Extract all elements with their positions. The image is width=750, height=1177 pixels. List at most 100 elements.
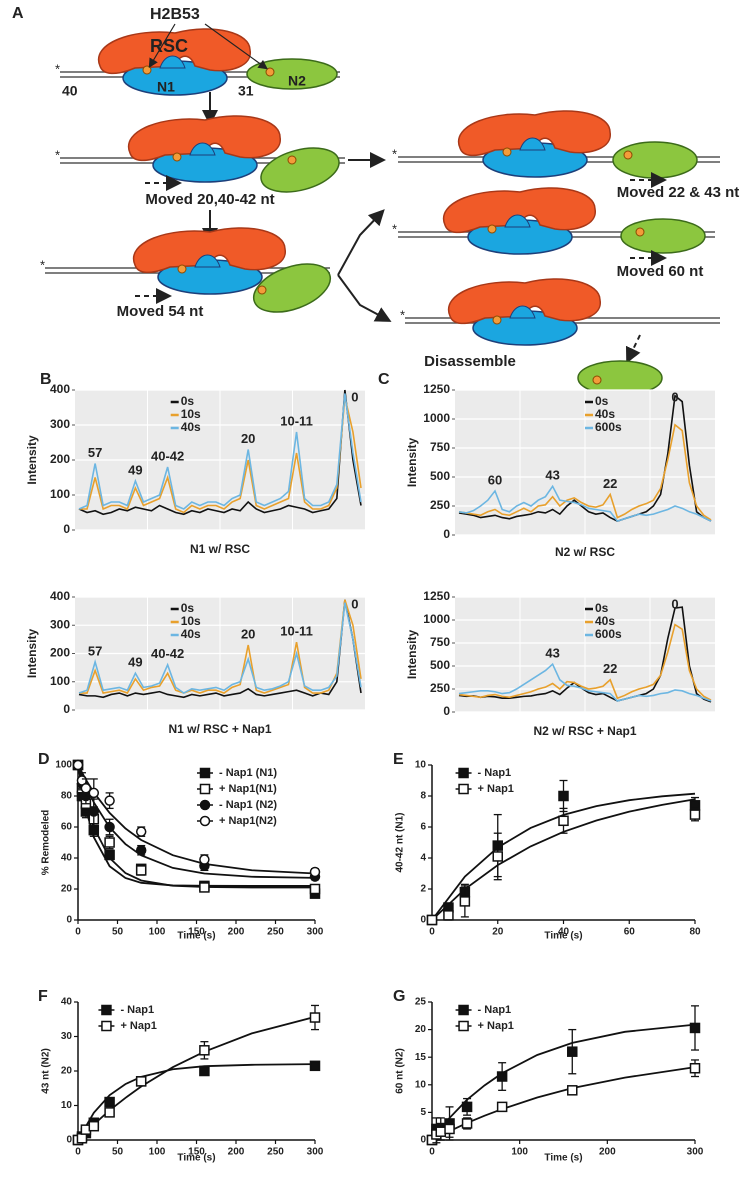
data-point	[459, 896, 471, 907]
x-tick-label: 150	[188, 1147, 205, 1158]
legend-marker	[199, 815, 211, 827]
peak-label: 10-11	[280, 413, 313, 428]
peak-label: 57	[88, 643, 102, 658]
data-point	[558, 790, 569, 802]
legend-marker	[458, 783, 469, 795]
y-tick-label: 2	[420, 884, 426, 895]
y-tick-label: 1000	[423, 612, 450, 626]
x-axis-title: N2 w/ RSC + Nap1	[533, 724, 636, 738]
y-tick-label: 300	[50, 417, 70, 431]
y-tick-label: 80	[61, 791, 73, 802]
dna-end: *	[55, 61, 60, 76]
peak-label: 40-42	[151, 448, 184, 463]
peak-label: 49	[128, 655, 142, 670]
x-tick-label: 0	[429, 927, 435, 938]
x-tick-label: 200	[228, 927, 245, 938]
peak-label: 40-42	[151, 646, 184, 661]
panel-label: E	[393, 751, 404, 768]
trace-line	[458, 623, 712, 701]
step-label: Moved 60 nt	[617, 263, 704, 280]
y-tick-label: 750	[430, 635, 450, 649]
trace-line	[458, 662, 712, 702]
x-axis-title: N2 w/ RSC	[555, 545, 615, 559]
data-point	[309, 1060, 321, 1072]
n2-nucleosome	[246, 58, 338, 90]
legend-label: - Nap1 (N2)	[219, 799, 277, 811]
data-point	[492, 851, 503, 862]
x-tick-label: 100	[511, 1147, 528, 1158]
y-tick-label: 750	[430, 440, 450, 454]
peak-label: 0	[671, 596, 678, 611]
n2-label: N2	[288, 73, 306, 89]
data-point	[88, 1120, 100, 1132]
peak-label: 10-11	[280, 624, 313, 639]
data-point	[104, 849, 115, 861]
data-point	[558, 815, 569, 827]
y-axis-title: Intensity	[405, 630, 419, 680]
h2b53-dot	[257, 285, 267, 295]
dna-end: *	[392, 146, 397, 161]
peak-label: 0	[351, 389, 358, 404]
rsc-nucleosome	[447, 278, 602, 346]
y-tick-label: 250	[430, 498, 450, 512]
h2b53-dot	[635, 227, 645, 237]
data-point	[135, 1076, 147, 1087]
data-point	[567, 1046, 578, 1057]
y-tick-label: 400	[50, 589, 70, 603]
trace-line	[79, 396, 362, 514]
data-point	[88, 787, 100, 799]
legend-marker	[199, 783, 211, 795]
peak-label: 57	[88, 445, 102, 460]
legend-label: + Nap1	[120, 1020, 156, 1032]
y-tick-label: 25	[415, 997, 427, 1008]
y-tick-label: 10	[415, 1079, 427, 1090]
y-tick-label: 20	[61, 1066, 73, 1077]
panel-label: A	[12, 5, 24, 22]
rsc-label: RSC	[150, 36, 188, 56]
legend-label: + Nap1	[478, 1020, 514, 1032]
legend-marker	[458, 1020, 469, 1032]
data-point	[104, 1107, 115, 1118]
data-point	[567, 1085, 578, 1096]
x-axis-title: Time (s)	[177, 931, 215, 942]
step-label: Moved 54 nt	[117, 303, 204, 320]
data-point	[72, 759, 84, 771]
x-tick-label: 200	[599, 1147, 616, 1158]
data-point	[199, 1045, 210, 1056]
step-label: Moved 20,40-42 nt	[145, 191, 274, 208]
legend-label: - Nap1	[478, 767, 512, 779]
data-point	[135, 845, 147, 856]
rsc-nucleosome	[457, 110, 612, 178]
x-tick-label: 250	[267, 1147, 284, 1158]
x-axis-title: Time (s)	[544, 1153, 582, 1164]
y-tick-label: 0	[443, 527, 450, 541]
data-point	[443, 910, 454, 921]
peak-label: 22	[603, 661, 617, 676]
dna-end: *	[55, 147, 60, 162]
legend-label: + Nap1	[478, 783, 514, 795]
y-tick-label: 200	[50, 452, 70, 466]
x-tick-label: 100	[149, 1147, 166, 1158]
x-tick-label: 300	[307, 927, 324, 938]
y-tick-label: 60	[61, 822, 73, 833]
legend-marker	[458, 767, 469, 779]
data-point	[88, 806, 100, 817]
legend-label: - Nap1	[478, 1004, 512, 1016]
linker-label: 40	[62, 83, 78, 99]
peak-label: 0	[351, 596, 358, 611]
dna-end: *	[400, 307, 405, 322]
h2b53-dot	[592, 375, 602, 385]
legend-marker	[199, 799, 211, 811]
x-axis-title: N1 w/ RSC	[190, 542, 250, 556]
y-tick-label: 40	[61, 997, 73, 1008]
y-tick-label: 100	[50, 487, 70, 501]
y-tick-label: 100	[50, 674, 70, 688]
legend-label: - Nap1	[120, 1004, 154, 1016]
y-tick-label: 1250	[423, 382, 450, 396]
panel-label: G	[393, 988, 405, 1005]
data-point	[461, 1118, 473, 1129]
peak-label: 60	[488, 472, 502, 487]
legend-label: 0s	[181, 394, 195, 408]
y-tick-label: 250	[430, 681, 450, 695]
arrow	[337, 209, 385, 276]
